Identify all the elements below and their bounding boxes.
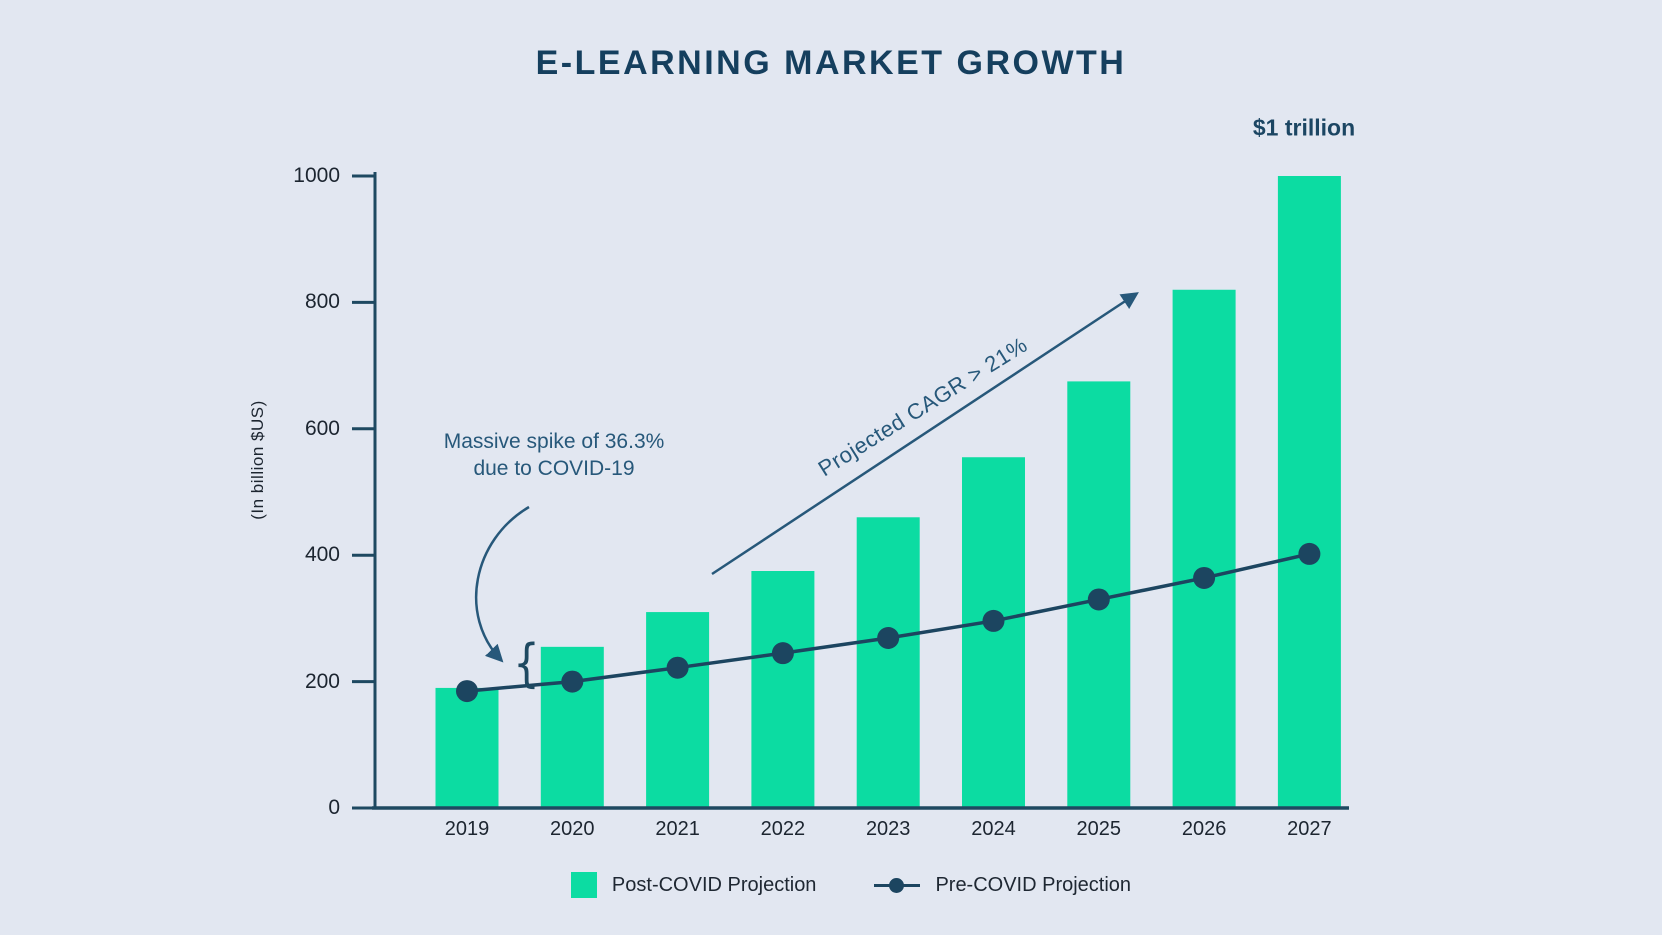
pre-covid-dot-2023	[877, 626, 900, 649]
x-tick-label: 2024	[971, 818, 1016, 840]
legend-item-post-covid: Post-COVID Projection	[570, 872, 817, 898]
y-tick-label: 600	[304, 416, 340, 440]
pre-covid-dot-2021	[666, 656, 689, 679]
y-tick-label: 200	[304, 669, 340, 693]
chart-title: E-LEARNING MARKET GROWTH	[535, 44, 1127, 82]
x-tick-label: 2027	[1287, 818, 1332, 840]
bar-2022	[751, 571, 815, 808]
cagr-arrow	[711, 292, 1139, 576]
bar-2021	[646, 612, 710, 808]
x-tick-label: 2019	[444, 818, 490, 840]
legend-dot	[889, 877, 905, 893]
x-tick-label: 2021	[655, 818, 700, 840]
x-tick-label: 2026	[1181, 818, 1227, 840]
legend-item-pre-covid: Pre-COVID Projection	[874, 872, 1131, 898]
pre-covid-dot-2026	[1193, 566, 1216, 589]
y-tick-label: 0	[328, 796, 340, 819]
y-tick-label: 400	[304, 543, 340, 567]
pre-covid-line-dot-icon	[874, 872, 921, 898]
legend-label-pre-covid: Pre-COVID Projection	[935, 873, 1132, 896]
pre-covid-dot-2027	[1298, 542, 1321, 565]
trillion-label: $1 trillion	[1252, 114, 1356, 141]
x-tick-label: 2025	[1076, 818, 1122, 840]
post-covid-swatch-icon	[570, 872, 597, 898]
y-tick-label: 1000	[293, 164, 340, 187]
bar-2027	[1277, 176, 1341, 808]
bar-2024	[962, 457, 1025, 808]
legend-label-post-covid: Post-COVID Projection	[611, 873, 817, 896]
pre-covid-dot-2024	[982, 609, 1005, 632]
pre-covid-dot-2019	[456, 680, 478, 703]
y-tick-label: 800	[304, 290, 340, 314]
bar-2019	[435, 687, 499, 808]
spike-brace: {	[513, 634, 540, 694]
bar-2023	[856, 517, 920, 808]
pre-covid-dot-2020	[561, 670, 584, 693]
bar-2026	[1172, 289, 1236, 808]
pre-covid-dot-2025	[1087, 588, 1110, 611]
x-tick-label: 2022	[760, 818, 806, 840]
spike-annotation-line1: Massive spike of 36.3%	[443, 430, 665, 453]
spike-curved-arrow	[474, 505, 530, 663]
pre-covid-dot-2022	[771, 642, 794, 665]
x-tick-label: 2020	[550, 818, 595, 840]
spike-annotation: Massive spike of 36.3% due to COVID-19	[444, 428, 665, 482]
x-tick-label: 2023	[865, 818, 911, 840]
legend: Post-COVID Projection Pre-COVID Projecti…	[20, 872, 1662, 898]
spike-annotation-line2: due to COVID-19	[473, 457, 635, 480]
